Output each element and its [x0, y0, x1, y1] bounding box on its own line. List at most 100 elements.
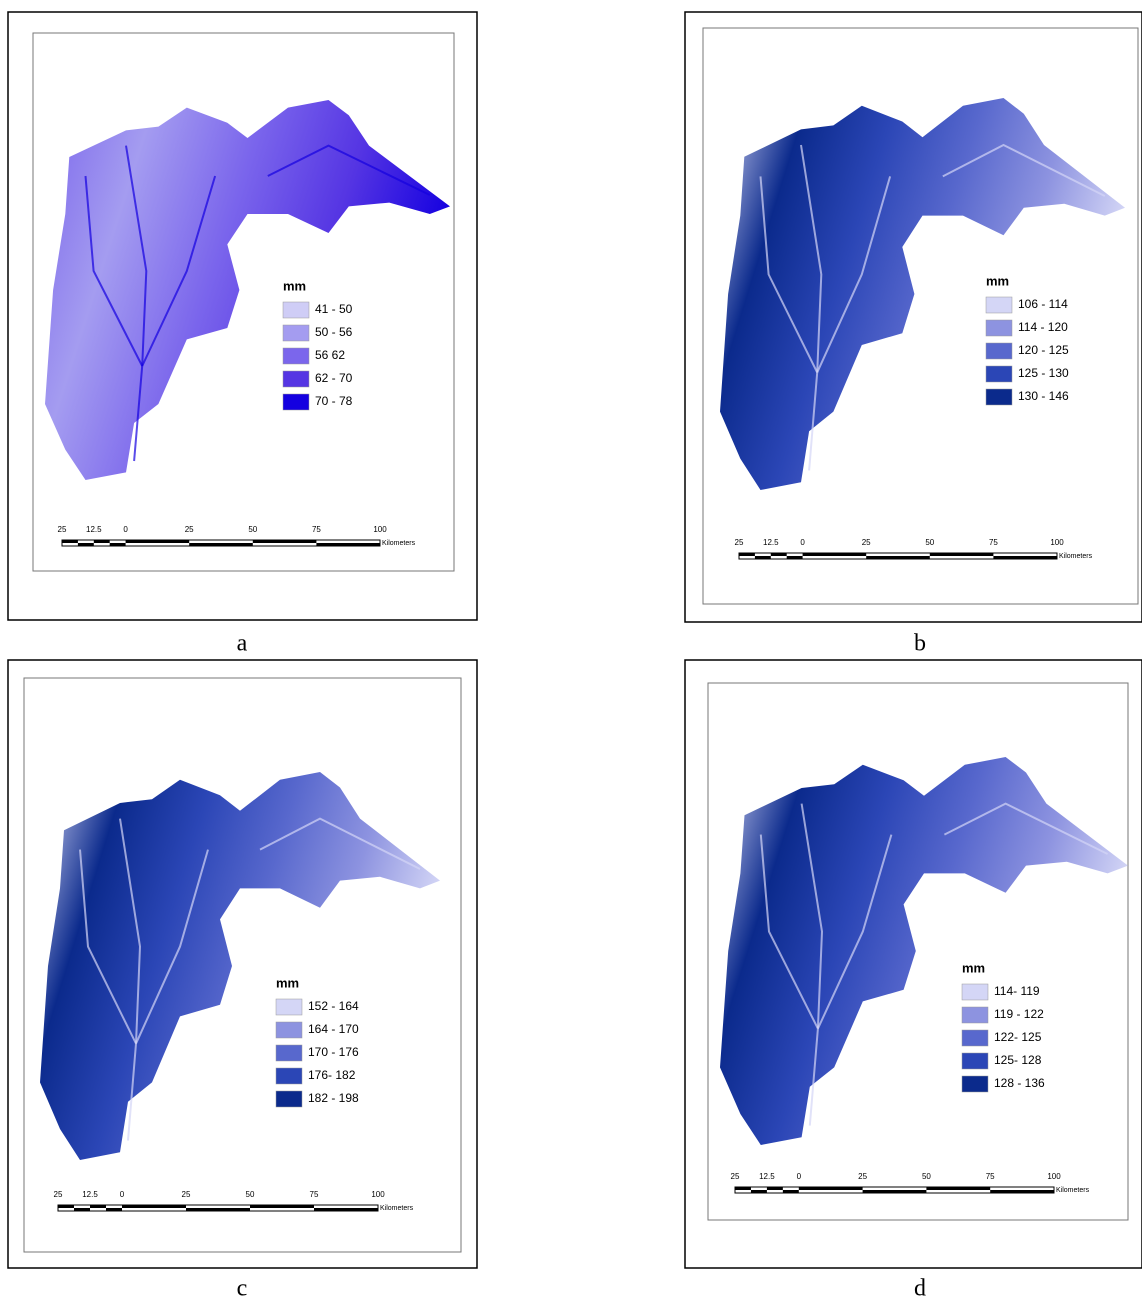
scale-unit: Kilometers [1059, 553, 1093, 560]
legend-label: 50 - 56 [315, 325, 353, 339]
legend-label: 122- 125 [994, 1030, 1042, 1044]
scale-label: 0 [797, 1172, 802, 1181]
scale-label: 100 [373, 525, 387, 534]
legend-swatch [276, 999, 302, 1015]
scale-bar-segment [926, 1187, 990, 1190]
scale-bar-segment [316, 543, 380, 546]
legend-swatch [962, 1030, 988, 1046]
scale-bar-segment [126, 540, 190, 543]
legend-label: 41 - 50 [315, 302, 353, 316]
scale-bar-segment [930, 553, 994, 556]
scale-label: 50 [246, 1190, 255, 1199]
scale-bar-segment [189, 543, 253, 546]
scale-label: 25 [54, 1190, 63, 1199]
legend-swatch [962, 1076, 988, 1092]
legend-swatch [283, 302, 309, 318]
scale-label: 12.5 [763, 538, 779, 547]
legend-swatch [276, 1091, 302, 1107]
scale-label: 75 [986, 1172, 995, 1181]
scale-bar-segment [739, 553, 755, 556]
legend-swatch [986, 389, 1012, 405]
legend-swatch [986, 343, 1012, 359]
legend-swatch [276, 1045, 302, 1061]
panel-label: a [237, 631, 248, 657]
scale-label: 100 [1047, 1172, 1061, 1181]
legend-label: 119 - 122 [994, 1007, 1044, 1021]
panel-label: b [914, 631, 926, 657]
legend-label: 120 - 125 [1018, 343, 1069, 357]
scale-bar-segment [751, 1190, 767, 1193]
scale-bar-segment [993, 556, 1057, 559]
scale-bar-segment [783, 1190, 799, 1193]
scale-bar-segment [863, 1190, 927, 1193]
legend-title: mm [276, 975, 299, 990]
scale-label: 75 [312, 525, 321, 534]
figure: mm41 - 5050 - 5656 6262 - 7070 - 782512.… [0, 0, 1142, 1301]
legend-swatch [283, 348, 309, 364]
legend-label: 106 - 114 [1018, 297, 1068, 311]
panel-label: d [914, 1276, 926, 1302]
legend-swatch [986, 320, 1012, 336]
scale-label: 0 [800, 538, 805, 547]
legend-swatch [276, 1022, 302, 1038]
scale-bar-segment [94, 540, 110, 543]
scale-bar-segment [62, 540, 78, 543]
scale-bar-segment [803, 553, 867, 556]
legend-label: 130 - 146 [1018, 389, 1069, 403]
legend-label: 70 - 78 [315, 394, 353, 408]
scale-label: 50 [925, 538, 934, 547]
scale-label: 50 [922, 1172, 931, 1181]
legend-swatch [283, 371, 309, 387]
scale-bar-segment [78, 543, 94, 546]
scale-label: 100 [1050, 538, 1064, 547]
scale-bar-segment [799, 1187, 863, 1190]
legend-swatch [283, 325, 309, 341]
map-region [40, 772, 440, 1160]
legend-swatch [986, 297, 1012, 313]
scale-bar-segment [314, 1208, 378, 1211]
legend-swatch [962, 984, 988, 1000]
legend-label: 176- 182 [308, 1068, 356, 1082]
scale-bar-segment [787, 556, 803, 559]
scale-bar-segment [74, 1208, 90, 1211]
legend-label: 128 - 136 [994, 1076, 1045, 1090]
scale-bar-segment [110, 543, 126, 546]
scale-label: 100 [371, 1190, 385, 1199]
scale-label: 0 [120, 1190, 125, 1199]
scale-bar-segment [250, 1205, 314, 1208]
legend-swatch [986, 366, 1012, 382]
legend-title: mm [283, 278, 306, 293]
scale-bar-segment [767, 1187, 783, 1190]
legend-swatch [962, 1053, 988, 1069]
scale-label: 50 [248, 525, 257, 534]
scale-label: 12.5 [759, 1172, 775, 1181]
scale-label: 25 [185, 525, 194, 534]
scale-label: 25 [731, 1172, 740, 1181]
scale-unit: Kilometers [380, 1205, 414, 1212]
legend-label: 170 - 176 [308, 1045, 359, 1059]
scale-bar-segment [90, 1205, 106, 1208]
legend-swatch [276, 1068, 302, 1084]
scale-label: 12.5 [82, 1190, 98, 1199]
legend-label: 114- 119 [994, 984, 1040, 998]
legend-swatch [283, 394, 309, 410]
legend-swatch [962, 1007, 988, 1023]
scale-label: 25 [735, 538, 744, 547]
legend-label: 152 - 164 [308, 999, 359, 1013]
map-region [720, 98, 1125, 490]
scale-label: 75 [310, 1190, 319, 1199]
scale-label: 12.5 [86, 525, 102, 534]
legend-label: 62 - 70 [315, 371, 353, 385]
scale-bar-segment [771, 553, 787, 556]
scale-bar-segment [58, 1205, 74, 1208]
scale-bar-segment [106, 1208, 122, 1211]
scale-bar-segment [990, 1190, 1054, 1193]
scale-unit: Kilometers [382, 540, 416, 547]
scale-label: 0 [123, 525, 128, 534]
scale-unit: Kilometers [1056, 1187, 1090, 1194]
scale-label: 25 [862, 538, 871, 547]
legend-label: 182 - 198 [308, 1091, 359, 1105]
legend-label: 125 - 130 [1018, 366, 1069, 380]
scale-bar-segment [866, 556, 930, 559]
scale-label: 25 [858, 1172, 867, 1181]
